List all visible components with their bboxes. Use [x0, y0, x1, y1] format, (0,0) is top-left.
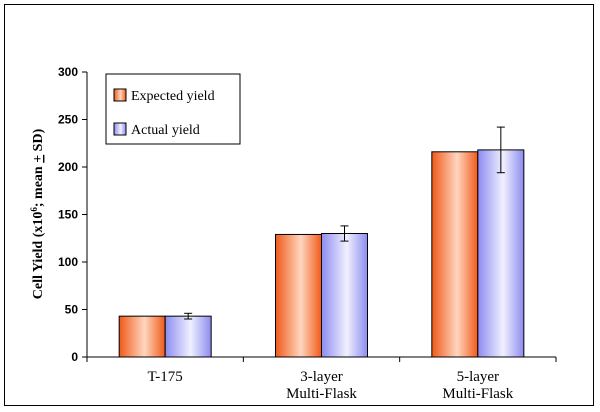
legend-label: Expected yield [131, 89, 215, 104]
y-tick-label: 100 [58, 255, 78, 269]
y-tick-label: 250 [58, 113, 78, 127]
legend-box [105, 73, 241, 145]
y-tick-label: 0 [71, 350, 78, 364]
y-tick-label: 50 [65, 303, 79, 317]
error-bars [184, 126, 505, 320]
x-tick-label-line2: Multi-Flask [286, 386, 357, 402]
bar-expected-yield [275, 233, 322, 358]
x-tick-label: 5-layer [457, 369, 499, 385]
bar-expected-yield [431, 151, 479, 358]
y-tick-label: 300 [58, 65, 78, 79]
y-axis-label: Cell Yield (x106; mean + SD) [29, 128, 46, 299]
x-tick-label: 3-layer [300, 369, 342, 385]
legend-label: Actual yield [131, 123, 200, 138]
y-axis-label-group: Cell Yield (x106; mean + SD) [29, 128, 46, 299]
bar-actual-yield [164, 315, 212, 358]
x-tick-label-line2: Multi-Flask [442, 386, 513, 402]
bar-actual-yield [321, 233, 368, 358]
y-tick-label: 150 [58, 208, 78, 222]
legend: Expected yield Actual yield [105, 73, 241, 145]
y-tick-label: 200 [58, 160, 78, 174]
legend-swatch [113, 122, 127, 136]
legend-swatch [113, 88, 127, 102]
bars [118, 149, 525, 358]
x-tick-label: T-175 [148, 369, 183, 385]
bar-expected-yield [118, 315, 166, 358]
bar-actual-yield [477, 149, 525, 358]
